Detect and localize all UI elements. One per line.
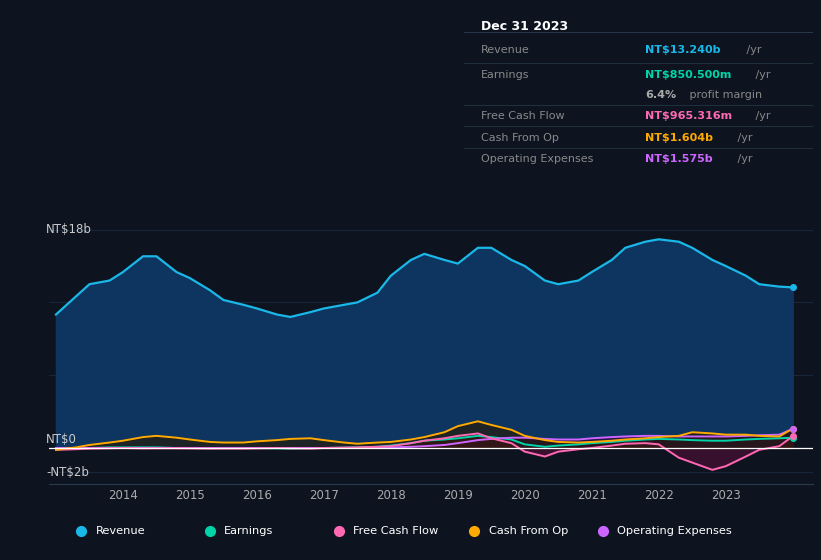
Text: NT$1.575b: NT$1.575b bbox=[645, 154, 713, 164]
Text: Cash From Op: Cash From Op bbox=[481, 133, 559, 143]
Text: /yr: /yr bbox=[752, 70, 771, 80]
Text: Revenue: Revenue bbox=[481, 45, 530, 55]
Text: Free Cash Flow: Free Cash Flow bbox=[481, 111, 565, 122]
Text: NT$13.240b: NT$13.240b bbox=[645, 45, 721, 55]
Text: NT$1.604b: NT$1.604b bbox=[645, 133, 713, 143]
Text: NT$0: NT$0 bbox=[46, 433, 77, 446]
Text: NT$965.316m: NT$965.316m bbox=[645, 111, 732, 122]
Text: 6.4%: 6.4% bbox=[645, 90, 677, 100]
Text: -NT$2b: -NT$2b bbox=[46, 466, 89, 479]
Text: /yr: /yr bbox=[743, 45, 762, 55]
Text: Cash From Op: Cash From Op bbox=[488, 526, 568, 535]
Text: NT$18b: NT$18b bbox=[46, 223, 92, 236]
Text: /yr: /yr bbox=[734, 133, 752, 143]
Text: Operating Expenses: Operating Expenses bbox=[481, 154, 594, 164]
Text: /yr: /yr bbox=[734, 154, 752, 164]
Text: profit margin: profit margin bbox=[686, 90, 763, 100]
Text: NT$850.500m: NT$850.500m bbox=[645, 70, 732, 80]
Text: /yr: /yr bbox=[752, 111, 771, 122]
Text: Dec 31 2023: Dec 31 2023 bbox=[481, 21, 568, 34]
Text: Earnings: Earnings bbox=[481, 70, 530, 80]
Text: Revenue: Revenue bbox=[96, 526, 145, 535]
Text: Free Cash Flow: Free Cash Flow bbox=[353, 526, 438, 535]
Text: Operating Expenses: Operating Expenses bbox=[617, 526, 732, 535]
Text: Earnings: Earnings bbox=[224, 526, 273, 535]
